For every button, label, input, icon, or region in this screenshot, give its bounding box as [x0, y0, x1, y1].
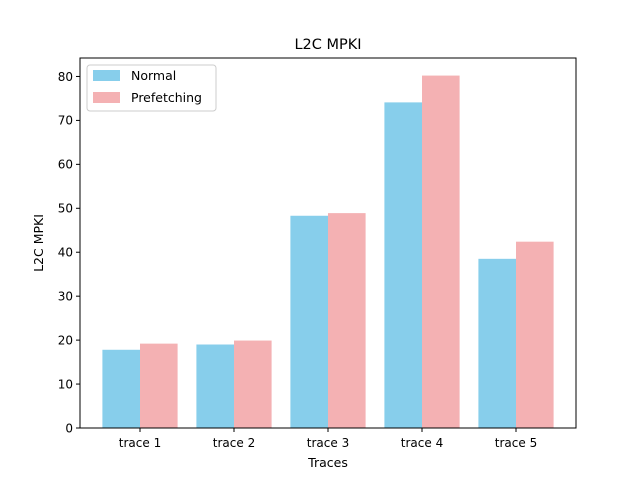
x-tick-label: trace 2 — [213, 436, 255, 450]
bar-normal-trace-4 — [384, 102, 422, 429]
plot-frame — [79, 57, 577, 429]
legend-label-normal: Normal — [131, 68, 176, 83]
y-tick-label: 80 — [58, 70, 73, 84]
y-tick-label: 20 — [58, 333, 73, 347]
bar-prefetching-trace-2 — [234, 340, 272, 428]
bar-normal-trace-5 — [478, 258, 516, 428]
x-tick-label: trace 4 — [401, 436, 443, 450]
bar-normal-trace-3 — [290, 215, 328, 428]
bar-prefetching-trace-4 — [422, 75, 460, 428]
x-axis: trace 1 trace 2 trace 3 trace 4 trace 5 — [119, 428, 537, 450]
x-axis-label: Traces — [307, 455, 348, 470]
chart-title: L2C MPKI — [294, 37, 361, 53]
y-tick-label: 0 — [65, 421, 73, 435]
y-tick-label: 30 — [58, 289, 73, 303]
x-tick-label: trace 5 — [495, 436, 537, 450]
x-tick-label: trace 1 — [119, 436, 161, 450]
bar-prefetching-trace-3 — [328, 213, 366, 428]
bars — [102, 75, 554, 429]
bar-prefetching-trace-1 — [140, 343, 178, 428]
y-axis: 0 10 20 30 40 50 60 70 80 — [58, 70, 80, 435]
bar-normal-trace-1 — [102, 349, 140, 428]
y-axis-label: L2C MPKI — [31, 214, 46, 272]
x-tick-label: trace 3 — [307, 436, 349, 450]
legend: Normal Prefetching — [86, 64, 217, 112]
y-tick-label: 50 — [58, 202, 73, 216]
y-tick-label: 10 — [58, 377, 73, 391]
y-tick-label: 40 — [58, 246, 73, 260]
bar-prefetching-trace-5 — [516, 241, 554, 428]
legend-label-prefetching: Prefetching — [131, 90, 202, 105]
legend-swatch-prefetching — [93, 92, 120, 103]
y-tick-label: 70 — [58, 114, 73, 128]
y-tick-label: 60 — [58, 158, 73, 172]
bar-normal-trace-2 — [196, 344, 234, 428]
legend-swatch-normal — [93, 70, 120, 81]
